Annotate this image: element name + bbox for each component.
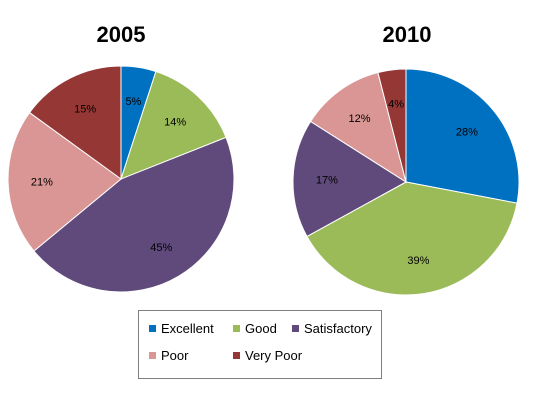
pie-slice-2005-satisfactory — [33, 136, 235, 293]
pie-slice-2010-satisfactory — [292, 120, 407, 238]
slice-label-2010-excellent: 28% — [456, 127, 478, 139]
legend-swatch-very-poor — [233, 352, 240, 359]
pie-slice-2010-poor — [309, 71, 407, 184]
legend-swatch-satisfactory — [292, 325, 299, 332]
legend-label-poor: Poor — [161, 348, 189, 363]
pie-slice-2005-good — [120, 70, 227, 180]
slice-label-2005-good: 14% — [164, 116, 186, 128]
legend-item-excellent: Excellent — [149, 321, 214, 336]
slice-label-2005-very-poor: 15% — [74, 104, 96, 116]
slice-label-2005-excellent: 5% — [125, 96, 141, 108]
slice-label-2005-satisfactory: 45% — [150, 242, 172, 254]
legend-item-poor: Poor — [149, 348, 188, 363]
pie-slice-2005-poor — [7, 111, 122, 252]
slice-label-2010-satisfactory: 17% — [316, 175, 338, 187]
legend-label-excellent: Excellent — [161, 321, 214, 336]
legend-swatch-excellent — [149, 325, 156, 332]
legend-label-good: Good — [245, 321, 277, 336]
legend-label-very-poor: Very Poor — [245, 348, 303, 363]
legend-swatch-poor — [149, 352, 156, 359]
pie-slice-2005-very-poor — [28, 65, 122, 180]
chart-title-2010: 2010 — [382, 22, 432, 47]
slice-label-2010-very-poor: 4% — [388, 99, 404, 111]
legend-item-satisfactory: Satisfactory — [292, 321, 372, 336]
slice-label-2010-poor: 12% — [348, 113, 370, 125]
chart-title-2005: 2005 — [96, 22, 146, 47]
slice-label-2010-good: 39% — [407, 255, 429, 267]
slice-label-2005-poor: 21% — [31, 177, 53, 189]
pie-slice-2010-very-poor — [377, 68, 407, 183]
pie-slice-2010-excellent — [405, 68, 520, 204]
legend: Excellent Good Satisfactory Poor Very Po… — [138, 310, 382, 379]
legend-label-satisfactory: Satisfactory — [304, 321, 372, 336]
legend-item-good: Good — [233, 321, 277, 336]
pie-slice-2010-good — [306, 181, 518, 296]
legend-item-very-poor: Very Poor — [233, 348, 302, 363]
legend-swatch-good — [233, 325, 240, 332]
